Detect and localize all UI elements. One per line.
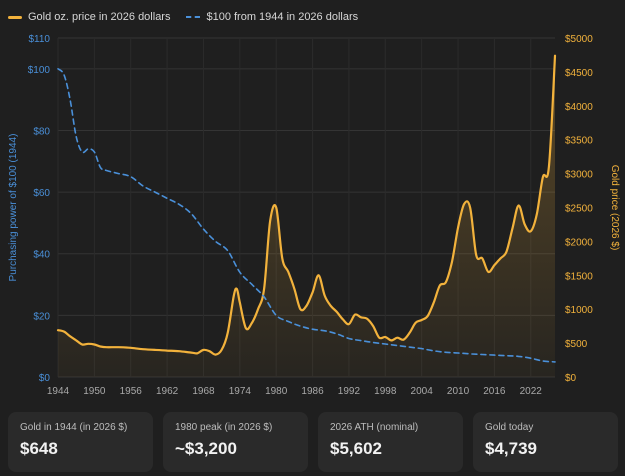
y-right-tick-label: $3500	[565, 136, 593, 147]
series-line-purchasing-power	[57, 68, 556, 363]
y-right-tick-label: $3000	[565, 170, 593, 181]
stat-label: Gold today	[485, 422, 534, 433]
y-right-tick-label: $2000	[565, 237, 593, 248]
stat-card-ath: 2026 ATH (nominal) $5,602	[318, 412, 463, 472]
y-left-tick-label: $60	[33, 188, 50, 199]
x-tick-label: 2016	[483, 386, 506, 397]
stat-value: $648	[20, 439, 58, 458]
x-tick-label: 1962	[156, 386, 179, 397]
y-right-tick-label: $4500	[565, 68, 593, 79]
legend-item-purchasing-power[interactable]: $100 from 1944 in 2026 dollars	[186, 11, 358, 23]
stat-value: ~$3,200	[175, 439, 237, 458]
y-right-tick-label: $5000	[565, 34, 593, 45]
stat-card-gold-today: Gold today $4,739	[473, 412, 618, 472]
x-tick-label: 1974	[229, 386, 252, 397]
stat-card-1980-peak: 1980 peak (in 2026 $) ~$3,200	[163, 412, 308, 472]
series-area-gold	[58, 55, 555, 377]
y-right-tick-label: $4000	[565, 102, 593, 113]
chart-legend: Gold oz. price in 2026 dollars $100 from…	[8, 8, 358, 26]
x-tick-label: 1998	[374, 386, 397, 397]
y-left-tick-label: $40	[33, 250, 50, 261]
x-tick-label: 1992	[338, 386, 361, 397]
x-tick-label: 1968	[192, 386, 215, 397]
stat-label: Gold in 1944 (in 2026 $)	[20, 422, 128, 433]
stat-value: $5,602	[330, 439, 382, 458]
y-right-tick-label: $2500	[565, 204, 593, 215]
y-right-axis-label: Gold price (2026 $)	[609, 165, 620, 251]
legend-label-gold: Gold oz. price in 2026 dollars	[28, 11, 171, 23]
y-left-tick-label: $110	[28, 34, 50, 45]
legend-swatch-purchasing-power	[186, 16, 201, 18]
x-tick-label: 1944	[47, 386, 70, 397]
stat-card-gold-1944: Gold in 1944 (in 2026 $) $648	[8, 412, 153, 472]
stat-label: 2026 ATH (nominal)	[330, 422, 419, 433]
x-tick-label: 2022	[520, 386, 543, 397]
x-tick-label: 2010	[447, 386, 470, 397]
y-left-tick-label: $100	[28, 65, 51, 76]
line-chart: $0 $20 $40 $60 $80 $100 $110 $0 $500 $1000 $1500 $2…	[8, 34, 620, 397]
x-tick-label: 1980	[265, 386, 288, 397]
x-tick-label: 1950	[83, 386, 106, 397]
y-right-tick-label: $500	[565, 339, 588, 350]
x-tick-label: 1986	[301, 386, 324, 397]
y-right-tick-label: $0	[565, 373, 577, 384]
y-left-tick-label: $80	[33, 126, 50, 137]
y-left-tick-label: $0	[39, 373, 51, 384]
y-right-tick-label: $1000	[565, 305, 593, 316]
legend-swatch-gold	[8, 15, 22, 19]
y-left-tick-label: $20	[33, 311, 50, 322]
legend-label-purchasing-power: $100 from 1944 in 2026 dollars	[206, 11, 359, 23]
y-right-tick-label: $1500	[565, 271, 593, 282]
stat-cards: Gold in 1944 (in 2026 $) $648 1980 peak …	[8, 412, 618, 472]
stat-label: 1980 peak (in 2026 $)	[175, 422, 273, 433]
x-tick-label: 1956	[120, 386, 143, 397]
y-left-axis-label: Purchasing power of $100 (1944)	[8, 134, 19, 282]
legend-item-gold[interactable]: Gold oz. price in 2026 dollars	[8, 11, 170, 23]
stat-value: $4,739	[485, 439, 537, 458]
series-line-gold	[56, 54, 557, 356]
x-tick-label: 2004	[411, 386, 434, 397]
